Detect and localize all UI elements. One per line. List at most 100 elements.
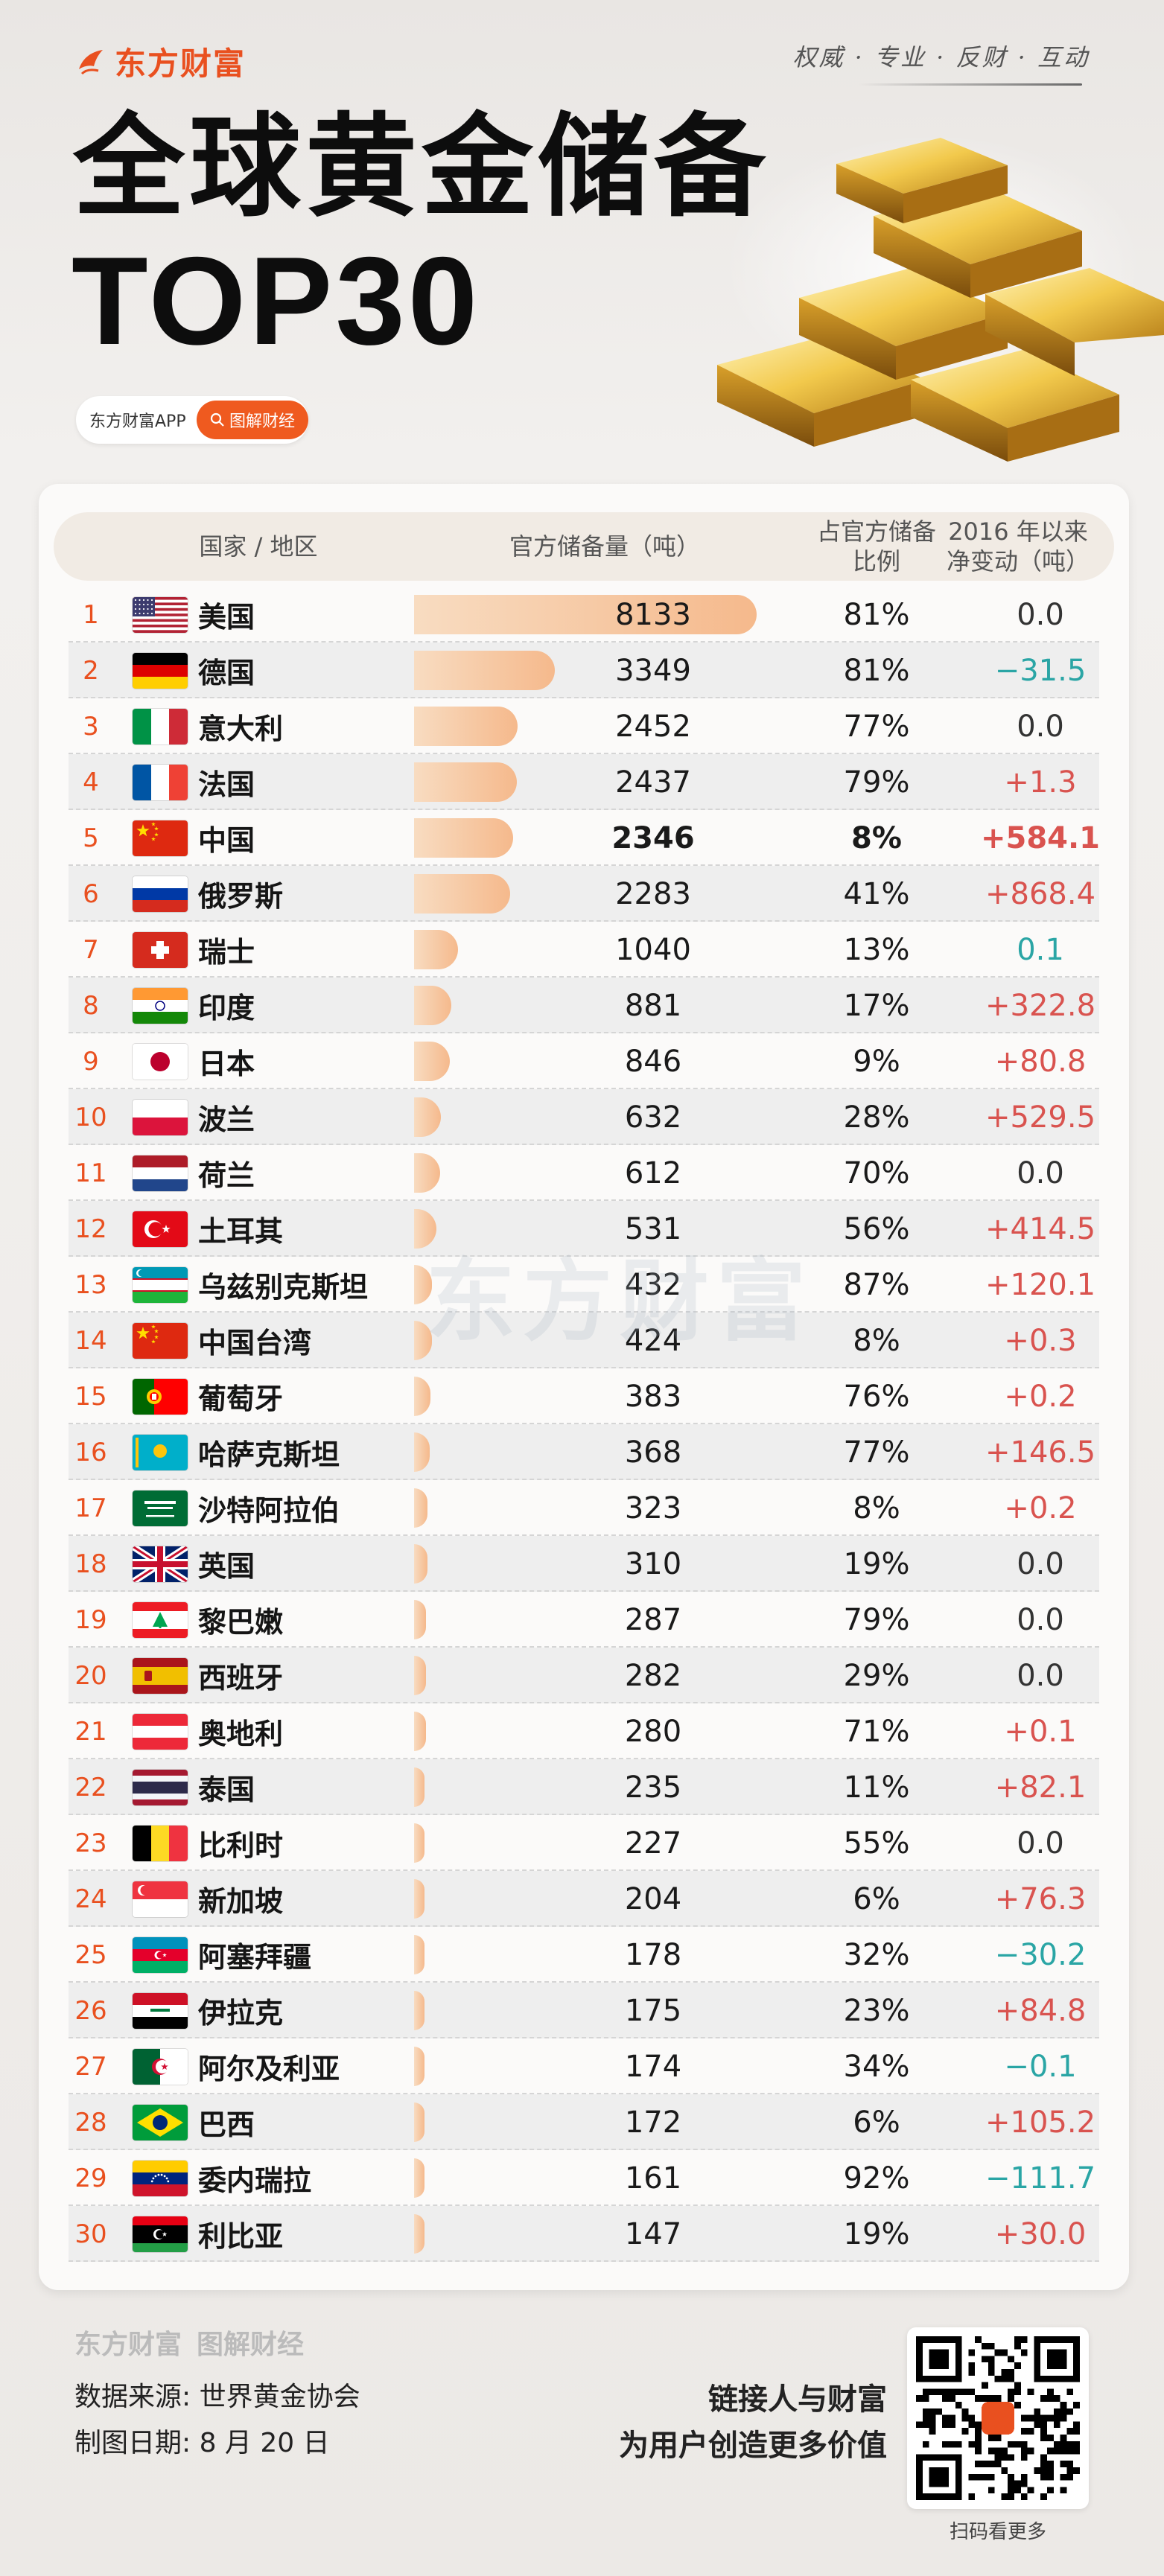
rank-number: 16 <box>74 1437 107 1467</box>
reserve-bar <box>414 1042 450 1081</box>
flag-ru-icon <box>133 876 188 912</box>
footer-logo-sub: 图解财经 <box>197 2330 305 2360</box>
flag-de-icon <box>133 653 188 689</box>
reserve-share: 8% <box>853 1323 900 1358</box>
rank-number: 23 <box>74 1828 107 1858</box>
reserve-value: 612 <box>624 1155 682 1190</box>
reserve-bar <box>414 707 518 746</box>
country-name: 美国 <box>198 601 255 634</box>
net-change: 0.0 <box>1017 597 1064 632</box>
table-row: 15 葡萄牙 383 76% +0.2 <box>69 1368 1099 1424</box>
net-change: +84.8 <box>994 1993 1087 2028</box>
table-row: 24 新加坡 204 6% +76.3 <box>69 1871 1099 1927</box>
reserve-value: 632 <box>624 1100 682 1135</box>
brand-logo[interactable]: 东方财富 <box>76 39 246 84</box>
flag-dz-icon <box>133 2049 188 2085</box>
net-change: +76.3 <box>994 1881 1087 1916</box>
reserve-share: 6% <box>853 1881 900 1916</box>
reserve-value: 2452 <box>615 709 691 744</box>
search-icon <box>210 412 224 427</box>
rank-number: 1 <box>83 599 99 630</box>
reserve-bar <box>414 874 511 914</box>
table-row: 3 意大利 2452 77% 0.0 <box>69 698 1099 754</box>
table-row: 13 乌兹别克斯坦 432 87% +120.1 <box>69 1257 1099 1313</box>
country-name: 土耳其 <box>198 1215 284 1248</box>
country-name: 哈萨克斯坦 <box>198 1438 340 1471</box>
flag-az-icon <box>133 1937 188 1973</box>
brand-logo-icon <box>76 47 106 77</box>
reserve-value: 383 <box>624 1379 682 1414</box>
net-change: +80.8 <box>994 1044 1087 1079</box>
app-badge[interactable]: 东方财富APP 图解财经 <box>76 396 308 444</box>
reserve-bar <box>414 1879 424 1919</box>
reserve-value: 287 <box>624 1602 682 1637</box>
table-row: 27 阿尔及利亚 174 34% −0.1 <box>69 2038 1099 2094</box>
net-change: +0.2 <box>1004 1379 1077 1414</box>
net-change: −111.7 <box>985 2161 1096 2196</box>
reserve-bar <box>414 1935 424 1974</box>
reserve-share: 71% <box>843 1714 910 1749</box>
net-change: +82.1 <box>994 1770 1087 1805</box>
table-row: 10 波兰 632 28% +529.5 <box>69 1089 1099 1145</box>
table-row: 8 印度 881 17% +322.8 <box>69 978 1099 1033</box>
net-change: +0.3 <box>1004 1323 1077 1358</box>
footer-logo-text: 东方财富 <box>74 2330 182 2360</box>
rank-number: 30 <box>74 2219 107 2249</box>
reserve-value: 175 <box>624 1993 682 2028</box>
country-name: 英国 <box>198 1550 255 1583</box>
reserve-bar <box>414 986 451 1025</box>
rank-number: 12 <box>74 1214 107 1244</box>
country-name: 新加坡 <box>198 1885 284 1918</box>
header: 东方财富 权威 · 专业 · 反财 · 互动 全球黄金储备 TOP30 东方财富… <box>0 0 1164 506</box>
net-change: +868.4 <box>985 876 1096 911</box>
net-change: +0.2 <box>1004 1491 1077 1525</box>
header-change: 2016 年以来 净变动（吨） <box>917 512 1119 581</box>
rank-number: 17 <box>74 1493 107 1523</box>
country-name: 印度 <box>198 992 255 1024</box>
qr-code[interactable] <box>907 2327 1089 2509</box>
rank-number: 4 <box>83 767 99 797</box>
net-change: +146.5 <box>985 1435 1096 1470</box>
brand-slogan: 权威 · 专业 · 反财 · 互动 <box>792 43 1090 71</box>
rank-number: 6 <box>83 879 99 909</box>
flag-be-icon <box>133 1826 188 1861</box>
ranking-table: 国家 / 地区 官方储备量（吨） 占官方储备 比例 2016 年以来 净变动（吨… <box>39 484 1129 2290</box>
country-name: 俄罗斯 <box>198 880 284 913</box>
table-row: 9 日本 846 9% +80.8 <box>69 1033 1099 1089</box>
chart-date: 制图日期: 8 月 20 日 <box>74 2428 330 2458</box>
table-row: 25 阿塞拜疆 178 32% −30.2 <box>69 1927 1099 1983</box>
flag-ch-icon <box>133 932 188 968</box>
reserve-share: 6% <box>853 2105 900 2140</box>
data-source: 数据来源: 世界黄金协会 <box>74 2382 360 2412</box>
rank-number: 10 <box>74 1102 107 1132</box>
country-name: 阿尔及利亚 <box>198 2053 340 2085</box>
rank-number: 27 <box>74 2051 107 2082</box>
reserve-value: 2437 <box>615 765 691 800</box>
reserve-share: 55% <box>843 1826 910 1861</box>
reserve-value: 174 <box>624 2049 682 2084</box>
reserve-bar <box>414 818 513 858</box>
table-row: 19 黎巴嫩 287 79% 0.0 <box>69 1592 1099 1648</box>
header-share: 占官方储备 比例 <box>783 512 970 581</box>
rank-number: 5 <box>83 823 99 853</box>
reserve-bar <box>414 1377 430 1416</box>
reserve-bar <box>414 2047 424 2086</box>
page-subtitle: TOP30 <box>71 231 481 371</box>
reserve-value: 424 <box>624 1323 682 1358</box>
net-change: −0.1 <box>1004 2049 1077 2084</box>
table-row: 11 荷兰 612 70% 0.0 <box>69 1145 1099 1201</box>
rank-number: 3 <box>83 711 99 742</box>
flag-it-icon <box>133 709 188 745</box>
country-name: 德国 <box>198 657 255 689</box>
country-name: 意大利 <box>198 712 284 745</box>
reserve-value: 846 <box>624 1044 682 1079</box>
reserve-value: 204 <box>624 1881 682 1916</box>
reserve-value: 368 <box>624 1435 682 1470</box>
reserve-value: 235 <box>624 1770 682 1805</box>
net-change: 0.0 <box>1017 1826 1064 1861</box>
country-name: 西班牙 <box>198 1662 284 1695</box>
reserve-share: 77% <box>843 1435 910 1470</box>
reserve-value: 531 <box>624 1211 682 1246</box>
flag-br-icon <box>133 2105 188 2140</box>
app-tag-button[interactable]: 图解财经 <box>196 401 308 439</box>
